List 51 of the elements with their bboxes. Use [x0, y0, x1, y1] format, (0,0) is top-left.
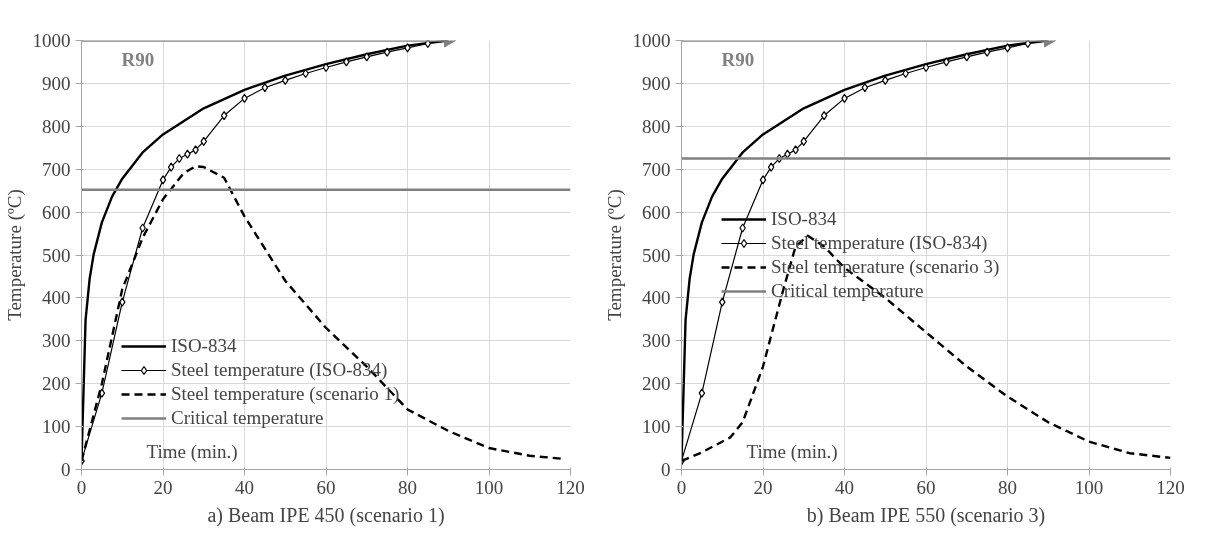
- legend-label: Steel temperature (ISO-834): [771, 231, 988, 254]
- x-tick-label: 60: [316, 476, 336, 498]
- y-tick-label: 900: [642, 72, 671, 94]
- x-tick-label: 0: [676, 476, 687, 498]
- text: a) Beam IPE 450 (scenario 1): [207, 503, 445, 527]
- y-tick-label: 200: [42, 373, 71, 395]
- y-tick-label: 100: [42, 416, 71, 438]
- x-tick-label: 120: [556, 476, 585, 498]
- x-tick-label: 20: [753, 476, 773, 498]
- x-tick-label: 60: [916, 476, 936, 498]
- y-tick-label: 1000: [32, 30, 71, 51]
- y-tick-label: 400: [642, 287, 671, 309]
- legend-label: Steel temperature (scenario 1): [171, 383, 400, 405]
- y-tick-label: 200: [642, 373, 671, 395]
- annotation: R90: [121, 48, 155, 70]
- y-tick-label: 300: [642, 330, 671, 352]
- legend-label: Steel temperature (ISO-834): [171, 359, 388, 381]
- x-tick-label: 100: [474, 476, 504, 498]
- y-tick-label: 100: [642, 416, 671, 438]
- y-tick-label: 300: [42, 330, 71, 352]
- text: b) Beam IPE 550 (scenario 3): [806, 503, 1046, 527]
- x-tick-label: 40: [835, 476, 854, 498]
- x-axis-title: Time (min.): [746, 440, 838, 463]
- y-tick-label: 500: [642, 244, 671, 266]
- x-tick-label: 80: [398, 476, 417, 498]
- annotation: R90: [721, 48, 755, 70]
- y-tick-label: 800: [642, 115, 671, 137]
- y-tick-label: 600: [42, 201, 71, 223]
- y-tick-label: 0: [61, 459, 71, 480]
- x-tick-label: 80: [998, 476, 1017, 498]
- legend-label: Critical temperature: [171, 407, 324, 429]
- y-tick-label: 700: [642, 158, 671, 180]
- x-tick-label: 0: [76, 476, 87, 498]
- legend-label: ISO-834: [171, 335, 237, 357]
- legend-label: Steel temperature (scenario 3): [771, 255, 1000, 278]
- x-tick-label: 100: [1074, 476, 1104, 498]
- x-axis-title: Time (min.): [146, 440, 238, 463]
- y-tick-label: 900: [42, 72, 71, 94]
- y-tick-label: 500: [42, 244, 71, 266]
- y-tick-label: 800: [42, 115, 71, 137]
- y-tick-label: 1000: [632, 30, 671, 51]
- x-tick-label: 20: [153, 476, 173, 498]
- x-tick-label: 40: [235, 476, 254, 498]
- y-tick-label: 0: [661, 459, 671, 480]
- y-axis-title: Temperature (ºC): [3, 189, 26, 321]
- y-axis-title: Temperature (ºC): [603, 189, 626, 321]
- legend-label: ISO-834: [771, 207, 837, 230]
- x-tick-label: 120: [1156, 476, 1185, 498]
- y-tick-label: 400: [42, 287, 71, 309]
- y-tick-label: 600: [642, 201, 671, 223]
- y-tick-label: 700: [42, 158, 71, 180]
